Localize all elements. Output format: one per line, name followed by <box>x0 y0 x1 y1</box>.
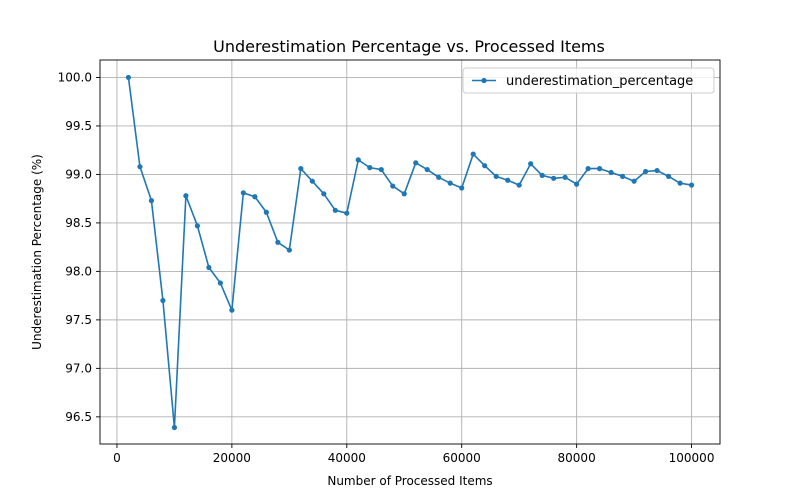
y-axis: 96.5 97.0 97.5 98.0 98.5 99.0 99.5 100.0 <box>58 70 100 424</box>
x-tick-label: 0 <box>113 451 121 465</box>
data-point <box>125 74 132 81</box>
data-point <box>171 424 178 431</box>
plot-frame <box>99 59 721 445</box>
y-tick-label: 99.0 <box>65 167 92 181</box>
data-point <box>298 166 304 172</box>
y-axis-label: Underestimation Percentage (%) <box>30 154 44 350</box>
data-point <box>252 194 258 200</box>
x-tick-label: 100000 <box>669 451 715 465</box>
data-point <box>597 166 603 172</box>
data-point <box>367 165 373 171</box>
grid <box>100 60 720 444</box>
data-point <box>286 247 292 253</box>
data-point <box>620 173 626 179</box>
data-point <box>539 172 545 178</box>
data-point <box>309 178 315 184</box>
data-point <box>378 166 384 173</box>
data-point <box>470 151 476 157</box>
data-point <box>217 280 223 286</box>
y-tick-label: 96.5 <box>65 410 92 424</box>
series-layer <box>125 74 695 431</box>
y-tick-label: 99.5 <box>65 119 92 133</box>
data-point <box>263 209 269 215</box>
data-point <box>562 174 568 180</box>
data-point <box>574 181 580 187</box>
data-point <box>677 180 683 186</box>
legend: underestimation_percentage <box>462 67 715 94</box>
data-point <box>160 297 166 304</box>
data-point <box>447 180 453 186</box>
data-point <box>688 182 695 188</box>
x-axis: 0 20000 40000 60000 80000 100000 <box>113 444 714 465</box>
data-point <box>528 161 534 167</box>
data-point <box>275 239 281 245</box>
chart-title: Underestimation Percentage vs. Processed… <box>213 37 605 56</box>
data-point <box>551 175 557 181</box>
series-line <box>127 77 692 429</box>
data-point <box>424 166 430 173</box>
data-point <box>194 223 200 229</box>
data-point <box>137 164 143 170</box>
x-tick-label: 20000 <box>213 451 251 465</box>
x-axis-label: Number of Processed Items <box>327 474 492 488</box>
data-point <box>505 177 511 183</box>
data-point <box>148 198 155 204</box>
data-point <box>608 169 614 176</box>
x-tick-label: 40000 <box>328 451 366 465</box>
y-tick-label: 97.0 <box>65 361 92 375</box>
x-tick-label: 80000 <box>558 451 596 465</box>
data-point <box>654 167 660 174</box>
data-point <box>355 157 361 163</box>
y-tick-label: 98.5 <box>65 216 92 230</box>
y-tick-label: 98.0 <box>65 264 92 278</box>
data-point <box>401 191 407 197</box>
data-point <box>631 178 637 184</box>
y-tick-label: 100.0 <box>58 70 92 84</box>
y-tick-label: 97.5 <box>65 313 92 327</box>
legend-box <box>462 67 715 94</box>
data-point <box>459 185 465 191</box>
data-point <box>516 182 522 188</box>
data-point <box>206 264 212 271</box>
data-point <box>413 160 419 166</box>
data-point <box>390 183 396 189</box>
data-point <box>332 207 338 213</box>
data-point <box>436 174 442 180</box>
data-point <box>229 307 235 313</box>
data-point <box>344 210 350 216</box>
data-point <box>183 193 189 199</box>
data-point <box>493 173 499 179</box>
data-point <box>482 163 488 169</box>
legend-point-marker <box>481 77 487 84</box>
legend-label: underestimation_percentage <box>506 74 693 89</box>
data-point <box>642 168 649 175</box>
data-point <box>321 191 327 197</box>
data-point <box>585 166 591 172</box>
x-tick-label: 60000 <box>443 451 481 465</box>
data-point <box>665 173 672 179</box>
data-point <box>240 190 246 196</box>
